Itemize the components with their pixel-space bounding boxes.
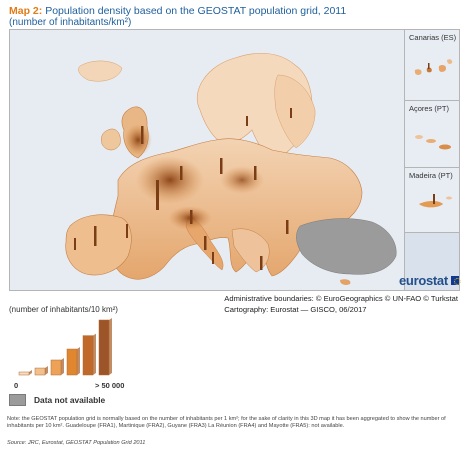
finland-land	[274, 74, 316, 149]
legend-max-label: > 50 000	[95, 381, 125, 390]
spike-stockholm	[246, 116, 248, 126]
inset-madeira[interactable]: Madeira (PT)	[405, 168, 459, 233]
credits-cartography: Cartography: Eurostat — GISCO, 06/2017	[224, 305, 367, 314]
city-spikes	[74, 108, 292, 270]
density-legend	[9, 315, 124, 377]
eu-flag-icon	[450, 275, 462, 285]
not-available-swatch	[9, 394, 26, 406]
legend-bar-side-4	[77, 347, 80, 375]
legend-bar-3	[50, 359, 62, 376]
iceland-land	[78, 60, 123, 82]
cyprus-land	[340, 279, 351, 285]
credits-boundaries: Administrative boundaries: © EuroGeograp…	[224, 294, 458, 303]
eurostat-logo-text: eurostat	[399, 272, 448, 288]
density-core-benelux	[136, 156, 204, 204]
legend-bar-side-2	[45, 366, 48, 375]
legend-bars	[18, 318, 112, 376]
spike-athens	[260, 256, 263, 270]
legend-min-label: 0	[14, 381, 19, 390]
inset-canarias-label: Canarias (ES)	[409, 33, 457, 42]
spike-paris	[156, 180, 159, 210]
spike-london	[141, 126, 144, 144]
spike-berlin	[220, 158, 223, 174]
europe-density-map	[10, 30, 404, 290]
eurostat-logo: eurostat	[399, 272, 462, 288]
iberia-land	[65, 214, 132, 276]
turkey-no-data	[296, 218, 397, 275]
legend-title: (number of inhabitants/10 km²)	[9, 305, 118, 314]
legend-bar-5	[82, 335, 94, 376]
acores-map	[415, 135, 451, 150]
legend-bar-2	[34, 367, 46, 376]
map-title-text: Population density based on the GEOSTAT …	[45, 5, 347, 17]
legend-bar-6	[98, 319, 110, 376]
map-number: Map 2:	[9, 5, 43, 17]
inset-acores-label: Açores (PT)	[409, 104, 450, 113]
legend-bar-side-3	[61, 357, 64, 375]
legend-bar-4	[66, 348, 78, 376]
madeira-map	[419, 194, 452, 208]
legend-bar-side-6	[109, 318, 112, 375]
density-core-poland	[220, 166, 264, 194]
spike-madrid	[94, 226, 97, 246]
not-available-label: Data not available	[34, 395, 106, 405]
map-title: Map 2: Population density based on the G…	[9, 5, 469, 17]
spike-milan	[190, 210, 193, 224]
spike-ruhr	[180, 166, 183, 180]
density-core-england	[124, 124, 152, 156]
map-credits: Administrative boundaries: © EuroGeograp…	[224, 293, 458, 315]
legend-bar-1	[18, 371, 30, 376]
inset-canarias[interactable]: Canarias (ES)	[405, 30, 459, 101]
spike-rome	[204, 236, 207, 250]
spike-warsaw	[254, 166, 257, 180]
map-note: Note: the GEOSTAT population grid is nor…	[7, 416, 446, 430]
main-map[interactable]	[10, 30, 405, 290]
ireland-land	[101, 128, 121, 151]
legend-bar-side-5	[93, 333, 96, 375]
spike-barcelona	[126, 224, 128, 238]
map-subtitle: (number of inhabitants/km²)	[9, 17, 132, 28]
legend-bar-side-1	[29, 370, 32, 375]
legend-not-available: Data not available	[9, 394, 105, 406]
map-source: Source: JRC, Eurostat, GEOSTAT Populatio…	[7, 440, 146, 446]
balkans-land	[231, 228, 270, 273]
inset-madeira-label: Madeira (PT)	[409, 171, 453, 180]
spike-lisbon	[74, 238, 76, 250]
spike-helsinki	[290, 108, 292, 118]
map-frame: Canarias (ES) Açores (PT) Madeira (PT)	[9, 29, 460, 291]
spike-bucharest	[286, 220, 289, 234]
spike-naples	[212, 252, 214, 264]
canarias-map	[414, 59, 453, 75]
inset-acores[interactable]: Açores (PT)	[405, 101, 459, 168]
